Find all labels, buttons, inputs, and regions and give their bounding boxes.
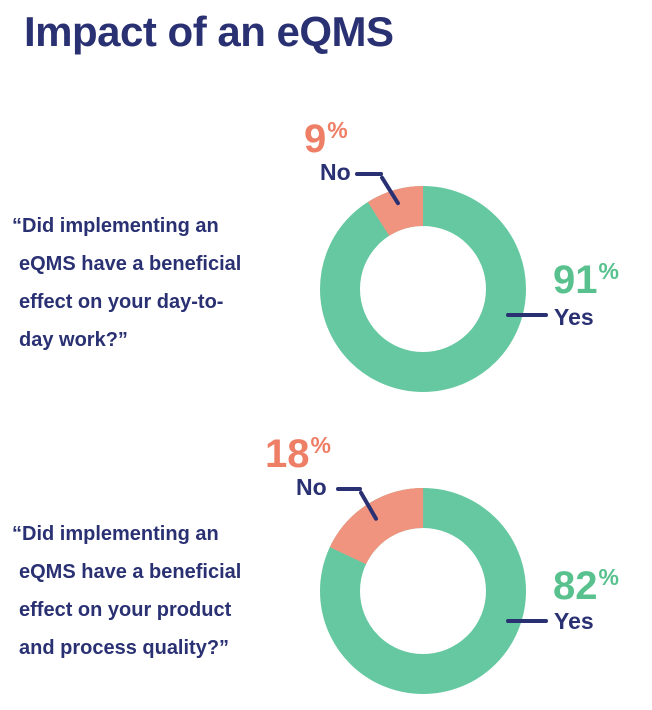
yes-percent-value: 91	[553, 258, 598, 302]
yes-percent-label: 82%	[553, 564, 619, 608]
donut-chart-2	[318, 486, 528, 696]
no-label: No	[320, 159, 351, 185]
page-title: Impact of an eQMS	[24, 8, 394, 55]
yes-leader-line	[506, 619, 548, 623]
donut-chart-1	[318, 184, 528, 394]
question-line: day work?”	[19, 329, 128, 351]
question-line: “Did implementing an	[12, 523, 219, 545]
percent-symbol: %	[598, 258, 619, 284]
no-label: No	[296, 474, 327, 500]
no-percent-value: 9	[304, 117, 327, 161]
yes-label: Yes	[554, 304, 594, 330]
question-line: effect on your product	[19, 599, 232, 621]
percent-symbol: %	[310, 432, 331, 458]
question-2: “Did implementing an eQMS have a benefic…	[12, 515, 292, 667]
no-percent-label: 9%	[304, 117, 348, 161]
yes-label: Yes	[554, 608, 594, 634]
question-line: and process quality?”	[19, 637, 230, 659]
question-line: effect on your day-to-	[19, 291, 224, 313]
no-leader-line	[355, 172, 383, 176]
percent-symbol: %	[598, 564, 619, 590]
yes-percent-label: 91%	[553, 258, 619, 302]
no-percent-value: 18	[265, 432, 310, 476]
question-line: eQMS have a beneficial	[19, 253, 242, 275]
yes-leader-line	[506, 313, 548, 317]
no-percent-label: 18%	[265, 432, 331, 476]
question-line: eQMS have a beneficial	[19, 561, 242, 583]
question-1: “Did implementing an eQMS have a benefic…	[12, 207, 292, 359]
no-leader-line	[336, 487, 362, 491]
yes-percent-value: 82	[553, 564, 598, 608]
question-line: “Did implementing an	[12, 215, 219, 237]
percent-symbol: %	[327, 117, 348, 143]
